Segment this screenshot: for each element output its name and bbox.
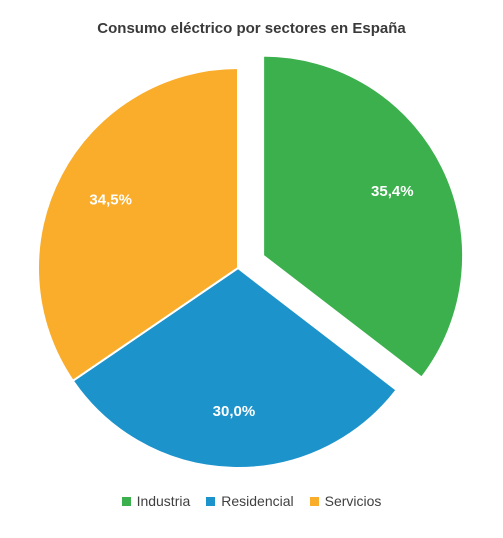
legend-item-residencial: Residencial (206, 493, 294, 509)
legend-label-residencial: Residencial (221, 493, 294, 509)
pie-slice-servicios (37, 66, 239, 383)
legend: Industria Residencial Servicios (0, 493, 503, 509)
legend-item-industria: Industria (121, 493, 191, 509)
legend-label-industria: Industria (136, 493, 191, 509)
legend-swatch-residencial (206, 496, 216, 506)
chart-title: Consumo eléctrico por sectores en España (97, 20, 406, 37)
legend-label-servicios: Servicios (324, 493, 382, 509)
legend-swatch-servicios (309, 496, 319, 506)
pie-slice-industria (262, 54, 465, 379)
pie-slice-residencial (71, 266, 398, 469)
legend-swatch-industria (121, 496, 131, 506)
data-label-servicios: 34,5% (89, 192, 132, 209)
legend-item-servicios: Servicios (309, 493, 382, 509)
pie-labels: 35,4% 30,0% 34,5% (89, 183, 413, 420)
data-label-industria: 35,4% (371, 183, 414, 200)
pie-slices (37, 54, 465, 469)
data-label-residencial: 30,0% (213, 403, 256, 420)
